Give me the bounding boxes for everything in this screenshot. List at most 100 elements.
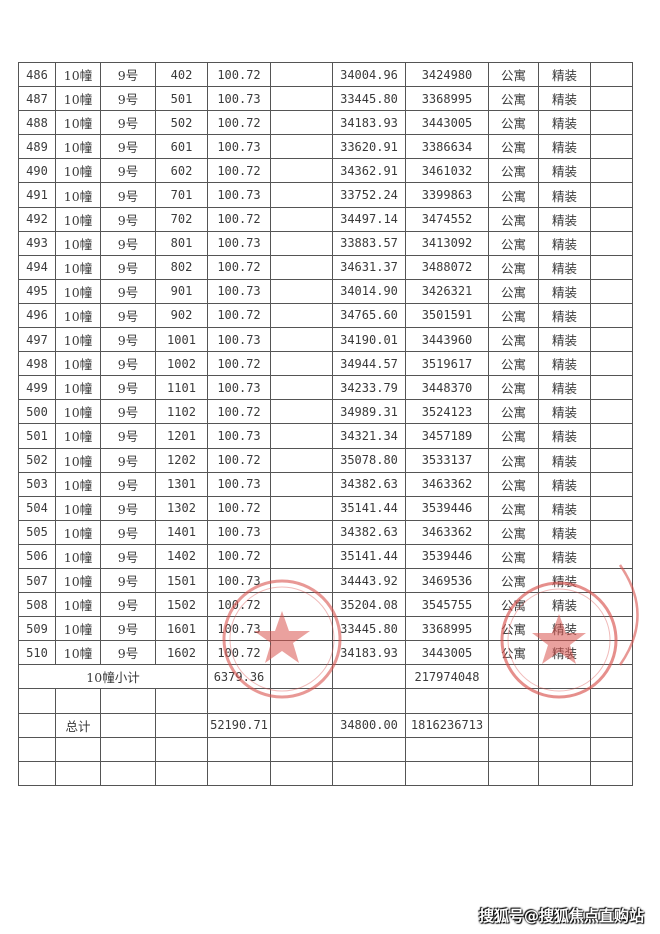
blank — [270, 616, 333, 642]
usage: 公寓 — [488, 519, 539, 545]
unit: 9号 — [100, 640, 156, 666]
usage: 公寓 — [488, 134, 539, 160]
table-row: 510 10幢 9号 1602 100.72 34183.93 3443005 公寓 精装 — [18, 640, 633, 666]
total-price: 3399863 — [405, 182, 489, 208]
usage: 公寓 — [488, 327, 539, 353]
decoration: 精装 — [538, 519, 591, 545]
usage: 公寓 — [488, 278, 539, 304]
unit: 9号 — [100, 134, 156, 160]
grand-total-area: 52190.71 — [207, 712, 271, 738]
area: 100.72 — [207, 254, 271, 280]
unit: 9号 — [100, 495, 156, 521]
unit: 9号 — [100, 230, 156, 256]
area: 100.73 — [207, 327, 271, 353]
blank — [405, 760, 489, 786]
table-row: 497 10幢 9号 1001 100.73 34190.01 3443960 公寓 精装 — [18, 327, 633, 353]
building: 10幢 — [55, 471, 101, 497]
decoration: 精装 — [538, 230, 591, 256]
decoration: 精装 — [538, 206, 591, 232]
usage: 公寓 — [488, 471, 539, 497]
blank — [488, 760, 539, 786]
table-row: 509 10幢 9号 1601 100.73 33445.80 3368995 公寓 精装 — [18, 616, 633, 642]
blank — [270, 230, 333, 256]
room: 1201 — [155, 423, 208, 449]
building: 10幢 — [55, 61, 101, 88]
total-price: 3443005 — [405, 640, 489, 666]
blank — [270, 688, 333, 714]
total-price: 3368995 — [405, 86, 489, 112]
remark — [590, 86, 633, 112]
usage: 公寓 — [488, 447, 539, 473]
blank — [538, 688, 591, 714]
area: 100.72 — [207, 351, 271, 377]
building: 10幢 — [55, 254, 101, 280]
blank — [270, 760, 333, 786]
total-price: 3524123 — [405, 399, 489, 425]
blank — [405, 736, 489, 762]
decoration: 精装 — [538, 86, 591, 112]
blank — [538, 664, 591, 690]
area: 100.72 — [207, 206, 271, 232]
area: 100.73 — [207, 134, 271, 160]
room: 1602 — [155, 640, 208, 666]
blank — [270, 495, 333, 521]
decoration: 精装 — [538, 567, 591, 594]
total-price: 3545755 — [405, 592, 489, 618]
table-row: 499 10幢 9号 1101 100.73 34233.79 3448370 公寓 精装 — [18, 375, 633, 401]
room: 701 — [155, 182, 208, 208]
table-row: 495 10幢 9号 901 100.73 34014.90 3426321 公寓 精装 — [18, 278, 633, 304]
building: 10幢 — [55, 447, 101, 473]
total-price: 3424980 — [405, 61, 489, 88]
usage: 公寓 — [488, 495, 539, 521]
remark — [590, 254, 633, 280]
table-row: 488 10幢 9号 502 100.72 34183.93 3443005 公寓 精装 — [18, 110, 633, 136]
unit-price: 34765.60 — [332, 302, 406, 329]
table-row: 487 10幢 9号 501 100.73 33445.80 3368995 公寓 精装 — [18, 86, 633, 112]
building: 10幢 — [55, 230, 101, 256]
room: 1501 — [155, 567, 208, 594]
unit-price: 34631.37 — [332, 254, 406, 280]
row-number: 493 — [18, 230, 56, 256]
blank — [270, 61, 333, 88]
total-price: 3413092 — [405, 230, 489, 256]
blank — [405, 688, 489, 714]
area: 100.72 — [207, 399, 271, 425]
remark — [590, 327, 633, 353]
area: 100.73 — [207, 423, 271, 449]
usage: 公寓 — [488, 399, 539, 425]
blank — [207, 760, 271, 786]
remark — [590, 302, 633, 329]
total-price: 3539446 — [405, 543, 489, 569]
usage: 公寓 — [488, 302, 539, 329]
table-row: 492 10幢 9号 702 100.72 34497.14 3474552 公寓 精装 — [18, 206, 633, 232]
blank — [18, 736, 56, 762]
total-price: 3448370 — [405, 375, 489, 401]
area: 100.73 — [207, 616, 271, 642]
unit: 9号 — [100, 471, 156, 497]
usage: 公寓 — [488, 592, 539, 618]
unit: 9号 — [100, 519, 156, 545]
blank — [270, 399, 333, 425]
decoration: 精装 — [538, 182, 591, 208]
row-number: 502 — [18, 447, 56, 473]
total-price: 3463362 — [405, 519, 489, 545]
building: 10幢 — [55, 519, 101, 545]
blank — [270, 736, 333, 762]
blank — [100, 688, 156, 714]
unit-price: 34183.93 — [332, 640, 406, 666]
unit: 9号 — [100, 206, 156, 232]
building: 10幢 — [55, 302, 101, 329]
remark — [590, 278, 633, 304]
room: 801 — [155, 230, 208, 256]
grand-total-row: 总计 52190.71 34800.00 1816236713 — [18, 712, 633, 738]
total-price: 3488072 — [405, 254, 489, 280]
building: 10幢 — [55, 158, 101, 184]
unit-price: 33620.91 — [332, 134, 406, 160]
remark — [590, 158, 633, 184]
unit-price: 34362.91 — [332, 158, 406, 184]
total-price: 3474552 — [405, 206, 489, 232]
room: 1001 — [155, 327, 208, 353]
unit: 9号 — [100, 182, 156, 208]
unit: 9号 — [100, 616, 156, 642]
unit-price: 35078.80 — [332, 447, 406, 473]
